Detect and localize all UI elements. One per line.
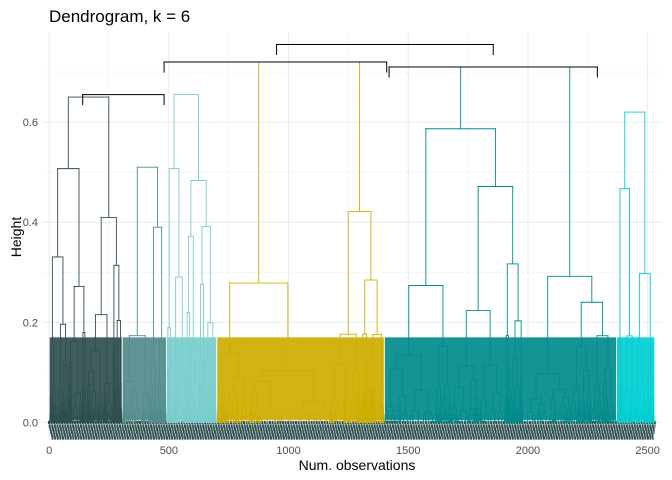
x-tick-label: 0 <box>46 445 52 457</box>
x-tick-label: 2500 <box>635 445 659 457</box>
x-tick-label: 500 <box>160 445 178 457</box>
x-axis-ticks: 0 500 1000 1500 2000 2500 <box>46 445 660 457</box>
dendrogram-tree <box>49 44 655 424</box>
x-axis-title: Num. observations <box>299 457 416 473</box>
y-axis-ticks: 0.0 0.2 0.4 0.6 <box>23 117 38 429</box>
y-tick-label: 0.4 <box>23 217 38 229</box>
y-axis-title: Height <box>8 217 24 258</box>
y-tick-label: 0.2 <box>23 317 38 329</box>
x-tick-label: 1500 <box>396 445 420 457</box>
leaf-label-band <box>47 420 657 440</box>
x-tick-label: 1000 <box>276 445 300 457</box>
x-tick-label: 2000 <box>516 445 540 457</box>
chart-title: Dendrogram, k = 6 <box>49 7 190 26</box>
y-tick-label: 0.0 <box>23 417 38 429</box>
y-tick-label: 0.6 <box>23 117 38 129</box>
